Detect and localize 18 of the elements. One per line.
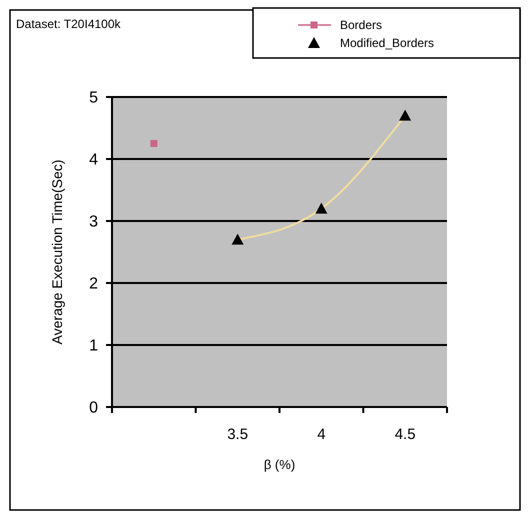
x-tick-label: 4 [317, 426, 326, 443]
legend-label: Borders [340, 18, 382, 32]
y-tick-label: 2 [89, 276, 98, 293]
chart-title: Dataset: T20I4100k [16, 17, 122, 31]
legend-label: Modified_Borders [340, 36, 434, 50]
point [315, 202, 328, 214]
x-tick-label: 3.5 [227, 426, 248, 443]
y-tick-label: 4 [89, 152, 98, 169]
x-axis-title: β (%) [264, 457, 296, 472]
y-tick-label: 1 [89, 338, 98, 355]
y-tick-label: 3 [89, 214, 98, 231]
y-axis-title: Average Execution Time(Sec) [49, 160, 65, 344]
point [399, 110, 412, 121]
y-tick-label: 0 [89, 400, 98, 417]
x-tick-label: 4.5 [394, 426, 416, 443]
y-tick-label: 5 [89, 90, 98, 107]
point [150, 140, 158, 147]
point [232, 234, 244, 245]
